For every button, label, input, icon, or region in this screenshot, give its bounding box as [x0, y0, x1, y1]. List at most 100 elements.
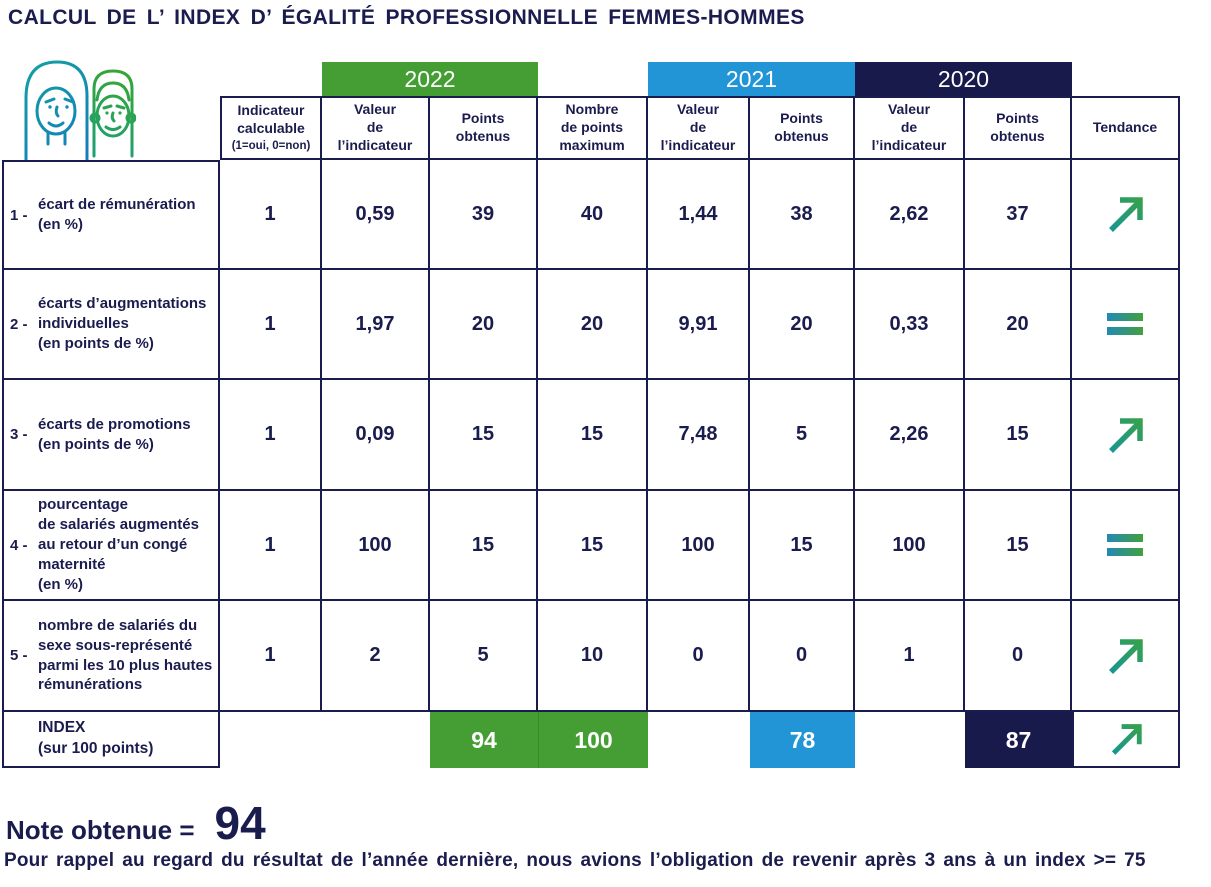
cell-valeur-2022: 0,09 [322, 380, 430, 491]
row-label-text: nombre de salariés du sexe sous-représen… [38, 616, 213, 694]
cell-tendance [1072, 270, 1180, 380]
row-number: 1 - [10, 206, 28, 224]
cell-tendance [1072, 601, 1180, 712]
man-face-icon [89, 69, 136, 158]
header-points-2020: Points obtenus [965, 96, 1072, 160]
row-label-text: pourcentage de salariés augmentés au ret… [38, 496, 199, 593]
cell-points-2022: 20 [430, 270, 538, 380]
row-number: 2 - [10, 315, 28, 333]
cell-tendance [1072, 380, 1180, 491]
index-spacer [648, 712, 750, 768]
cell-valeur-2022: 2 [322, 601, 430, 712]
equality-index-table: 2022 2021 2020 Indicateur calculable (1=… [2, 62, 1180, 768]
index-points-2020: 87 [965, 712, 1072, 768]
note-label: Note obtenue = [6, 815, 195, 845]
row-number: 4 - [10, 536, 28, 554]
row-number: 3 - [10, 426, 28, 443]
header-points-2022: Points obtenus [430, 96, 538, 160]
header-valeur-2021: Valeur de l’indicateur [648, 96, 750, 160]
couple-faces-icon [24, 60, 136, 162]
reminder-text: Pour rappel au regard du résultat de l’a… [4, 850, 1146, 871]
cell-calculable: 1 [220, 380, 322, 491]
header-points-2021: Points obtenus [750, 96, 855, 160]
header-valeur-2022: Valeur de l’indicateur [322, 96, 430, 160]
cell-points-2022: 15 [430, 491, 538, 601]
row-label: 4 - pourcentage de salariés augmentés au… [2, 491, 220, 601]
row-label: 2 - écarts d’augmentations individuelles… [2, 270, 220, 380]
cell-valeur-2020: 100 [855, 491, 965, 601]
cell-points-maximum: 10 [538, 601, 648, 712]
cell-points-2021: 20 [750, 270, 855, 380]
trend-up-icon [1109, 417, 1143, 453]
cell-points-2020: 15 [965, 491, 1072, 601]
year-band-2022: 2022 [322, 62, 538, 96]
year-band-2020: 2020 [855, 62, 1072, 96]
band-spacer [1072, 62, 1180, 96]
cell-points-maximum: 20 [538, 270, 648, 380]
index-label-text: INDEX (sur 100 points) [38, 719, 154, 757]
cell-valeur-2021: 0 [648, 601, 750, 712]
index-row-label: INDEX (sur 100 points) [2, 712, 220, 768]
trend-up-icon [1111, 724, 1142, 755]
cell-valeur-2021: 7,48 [648, 380, 750, 491]
header-sub-text: (1=oui, 0=non) [231, 140, 311, 153]
index-points-maximum: 100 [538, 712, 648, 768]
index-points-2022: 94 [430, 712, 538, 768]
cell-calculable: 1 [220, 491, 322, 601]
cell-points-2020: 37 [965, 160, 1072, 270]
index-tendance [1072, 712, 1180, 768]
row-label: 1 - écart de rémunération (en %) [2, 160, 220, 270]
year-band-2021: 2021 [648, 62, 855, 96]
cell-points-2020: 0 [965, 601, 1072, 712]
woman-face-icon [24, 60, 89, 162]
cell-points-2022: 39 [430, 160, 538, 270]
cell-valeur-2022: 100 [322, 491, 430, 601]
index-spacer [322, 712, 430, 768]
header-points-maximum: Nombre de points maximum [538, 96, 648, 160]
header-tendance: Tendance [1072, 96, 1180, 160]
trend-up-icon [1109, 197, 1143, 232]
cell-valeur-2020: 2,26 [855, 380, 965, 491]
cell-valeur-2022: 0,59 [322, 160, 430, 270]
note-value: 94 [214, 797, 266, 849]
cell-points-2021: 5 [750, 380, 855, 491]
cell-valeur-2021: 100 [648, 491, 750, 601]
row-label: 5 - nombre de salariés du sexe sous-repr… [2, 601, 220, 712]
cell-points-maximum: 15 [538, 380, 648, 491]
cell-points-2021: 38 [750, 160, 855, 270]
cell-valeur-2021: 1,44 [648, 160, 750, 270]
cell-tendance [1072, 491, 1180, 601]
row-label-text: écarts de promotions (en points de %) [38, 415, 191, 453]
index-spacer [220, 712, 322, 768]
page-title: CALCUL DE L’ INDEX D’ ÉGALITÉ PROFESSION… [8, 6, 805, 29]
header-spacer [2, 96, 220, 160]
cell-points-2020: 15 [965, 380, 1072, 491]
cell-valeur-2020: 0,33 [855, 270, 965, 380]
header-indicateur-calculable: Indicateur calculable (1=oui, 0=non) [220, 96, 322, 160]
index-points-2021: 78 [750, 712, 855, 768]
cell-points-2022: 15 [430, 380, 538, 491]
band-spacer [2, 62, 220, 96]
cell-valeur-2020: 1 [855, 601, 965, 712]
trend-equal-icon [1107, 534, 1143, 556]
cell-valeur-2020: 2,62 [855, 160, 965, 270]
trend-up-icon [1109, 638, 1143, 674]
cell-tendance [1072, 160, 1180, 270]
cell-points-2020: 20 [965, 270, 1072, 380]
header-valeur-2020: Valeur de l’indicateur [855, 96, 965, 160]
note-obtenue: Note obtenue = 94 [6, 796, 266, 850]
cell-points-maximum: 15 [538, 491, 648, 601]
band-spacer [538, 62, 648, 96]
trend-equal-icon [1107, 313, 1143, 335]
row-label: 3 - écarts de promotions (en points de %… [2, 380, 220, 491]
band-spacer [220, 62, 322, 96]
header-main-text: Indicateur calculable [237, 102, 305, 137]
index-spacer [855, 712, 965, 768]
cell-calculable: 1 [220, 160, 322, 270]
cell-calculable: 1 [220, 270, 322, 380]
cell-points-2022: 5 [430, 601, 538, 712]
cell-calculable: 1 [220, 601, 322, 712]
row-label-text: écarts d’augmentations individuelles (en… [38, 295, 207, 352]
cell-points-2021: 15 [750, 491, 855, 601]
